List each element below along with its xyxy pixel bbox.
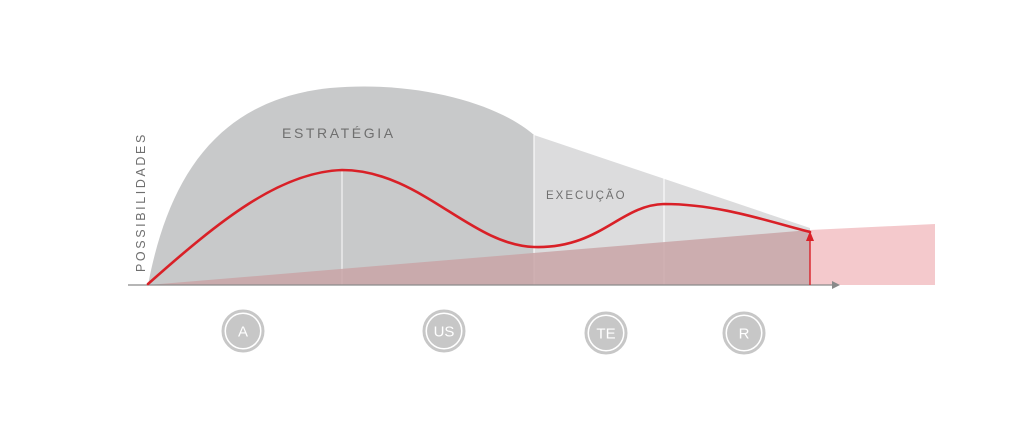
phase-badge-2: US <box>422 309 466 353</box>
phase-badge-fill <box>727 316 761 350</box>
phase-badge-label: R <box>739 326 750 343</box>
red-wedge-outer <box>810 224 935 285</box>
strategy-label: ESTRATÉGIA <box>282 125 396 141</box>
phase-badge-4: R <box>722 311 766 355</box>
phase-badge-fill <box>427 314 461 348</box>
phase-badge-fill <box>589 316 623 350</box>
phase-badge-3: TE <box>584 311 628 355</box>
phase-badge-label: A <box>238 324 248 341</box>
phase-badge-fill <box>226 314 260 348</box>
red-wedge-inner <box>148 230 810 285</box>
x-axis-arrow <box>832 281 840 289</box>
phase-badge-1: A <box>221 309 265 353</box>
execution-label: EXECUÇÃO <box>546 189 627 202</box>
phase-badge-label: US <box>434 324 455 341</box>
strategy-area <box>148 86 534 285</box>
possibilities-curve <box>146 168 812 286</box>
y-axis-label: POSSIBILIDADES <box>134 132 148 272</box>
phase-badge-label: TE <box>596 326 615 343</box>
